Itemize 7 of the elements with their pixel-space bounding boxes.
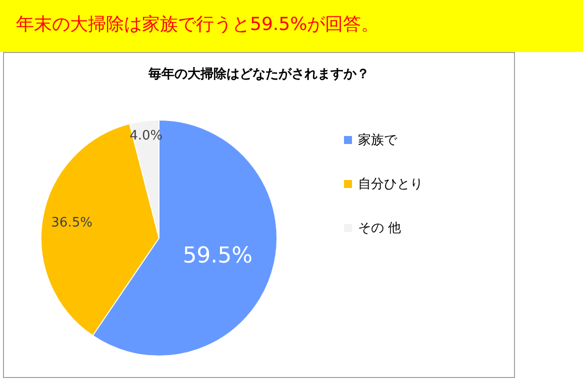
legend-label: 自分ひとり (358, 176, 423, 193)
legend-label: 家族で (358, 132, 397, 149)
data-label: 36.5% (51, 215, 92, 230)
legend-label: その 他 (358, 220, 402, 237)
data-label: 59.5% (182, 244, 253, 269)
chart-title: 年末の大掃除は家族で行うと59.5%が回答。 (16, 13, 380, 36)
chart-subtitle: 毎年の大掃除はどなたがされますか？ (148, 66, 370, 83)
